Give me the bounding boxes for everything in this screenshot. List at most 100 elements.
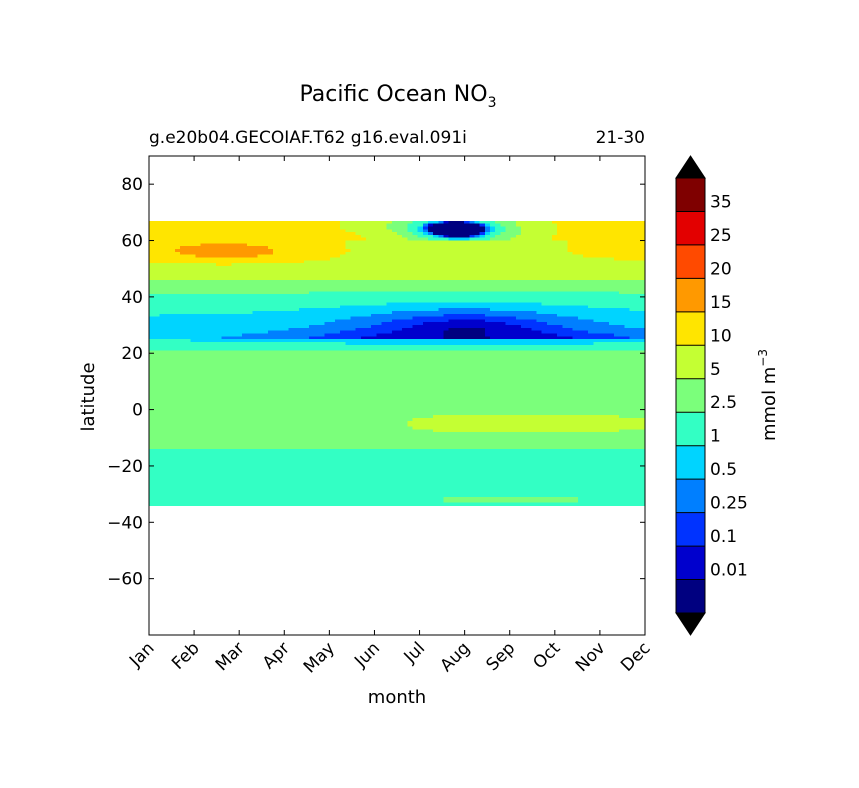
contour-cell — [350, 316, 414, 321]
contour-cell — [521, 226, 558, 230]
contour-cell — [484, 313, 558, 318]
contour-cell — [505, 226, 522, 230]
contour-cell — [149, 372, 645, 377]
contour-cell — [231, 263, 645, 267]
contour-cell — [340, 305, 589, 309]
contour-cell — [149, 226, 341, 230]
x-tick-label: Mar — [212, 638, 249, 675]
contour-cell — [484, 319, 538, 323]
x-tick-label: Sep — [482, 638, 519, 675]
contour-cell — [495, 229, 507, 233]
contour-cell — [433, 429, 620, 433]
colorbar-label-superscript: −3 — [756, 349, 770, 367]
contour-cell — [386, 302, 543, 306]
contour-cell — [588, 305, 645, 309]
contour-cell — [329, 257, 615, 261]
contour-cell — [572, 327, 645, 332]
x-tick-label: Dec — [617, 638, 654, 675]
contour-cell — [484, 226, 491, 230]
contour-cell — [474, 220, 481, 225]
contour-cell — [448, 319, 486, 323]
contour-cell — [484, 232, 491, 236]
contour-cell — [149, 446, 645, 450]
contour-cell — [200, 243, 248, 247]
colorbar-tick-label: 5 — [710, 360, 721, 380]
plot-area: −60 −40 −20 0 20 40 60 80 Jan Feb Mar Apr May Jun Jul… — [107, 155, 655, 677]
contour-cell — [490, 237, 512, 242]
contour-cell — [345, 229, 393, 233]
contour-cell — [577, 499, 645, 504]
chart-title: Pacific Ocean NO3 — [300, 82, 497, 111]
contour-cell — [629, 336, 645, 340]
colorbar-tick-label: 20 — [710, 259, 732, 279]
contour-cell — [149, 387, 645, 391]
y-axis: −60 −40 −20 0 20 40 60 80 — [107, 175, 645, 590]
contour-cell — [149, 248, 176, 253]
contour-cell — [428, 237, 450, 242]
contour-cell — [149, 409, 645, 414]
contour-cell — [149, 294, 645, 298]
contour-cell — [180, 251, 274, 256]
contour-cell — [541, 330, 589, 335]
contour-cell — [422, 223, 429, 228]
contour-cell — [149, 310, 253, 315]
contour-cell — [324, 322, 383, 326]
contour-cell — [438, 234, 445, 239]
contour-cell — [149, 457, 645, 461]
contour-cell — [149, 423, 408, 428]
contour-cell — [469, 237, 491, 242]
contour-cell — [149, 243, 202, 247]
x-tick-label: Jan — [125, 638, 158, 671]
contour-cell — [366, 237, 408, 242]
contour-cell — [567, 243, 645, 247]
contour-cell — [557, 313, 645, 318]
contour-cell — [490, 226, 496, 230]
contour-cell — [267, 246, 346, 250]
contour-cell — [149, 460, 645, 464]
contour-cell — [149, 384, 645, 388]
contour-cell — [345, 251, 574, 256]
contour-cell — [149, 325, 310, 329]
contour-cell — [490, 229, 496, 233]
contour-cell — [149, 330, 269, 335]
contour-cell — [428, 223, 434, 228]
contour-cell — [397, 232, 414, 236]
contour-cell — [433, 223, 481, 228]
contour-cell — [422, 229, 429, 233]
contour-cell — [149, 480, 645, 484]
contour-cell — [505, 229, 522, 233]
contour-cell — [149, 426, 414, 430]
colorbar-extend-max — [675, 155, 706, 179]
contour-cell — [149, 496, 445, 501]
contour-cell — [567, 248, 645, 253]
contour-cell — [149, 350, 645, 354]
contour-cell — [541, 302, 645, 306]
y-axis-label: latitude — [78, 362, 99, 431]
contour-cell — [216, 263, 233, 267]
contour-cell — [433, 234, 439, 239]
y-tick-label: 60 — [121, 232, 143, 252]
contour-cell — [149, 432, 645, 436]
contour-cell — [391, 330, 445, 335]
contour-cell — [149, 341, 346, 346]
contour-cell — [309, 336, 362, 340]
y-tick-label: 20 — [121, 344, 143, 364]
colorbar-tick-label: 35 — [710, 192, 732, 212]
contour-cell — [149, 485, 645, 490]
contour-cell — [428, 226, 486, 230]
contour-cell — [443, 234, 450, 239]
contour-cell — [149, 339, 191, 343]
contour-cell — [490, 308, 631, 312]
x-tick-label: May — [300, 638, 339, 677]
contour-cell — [386, 223, 408, 228]
contour-cell — [484, 223, 491, 228]
colorbar-band — [676, 512, 705, 547]
contour-cell — [149, 389, 645, 394]
contour-cell — [159, 313, 372, 318]
contour-cell — [469, 220, 476, 225]
contour-cell — [422, 232, 429, 236]
contour-cell — [557, 223, 645, 228]
contour-cell — [252, 310, 393, 315]
contour-cell — [149, 271, 645, 275]
contour-cell — [149, 229, 346, 233]
